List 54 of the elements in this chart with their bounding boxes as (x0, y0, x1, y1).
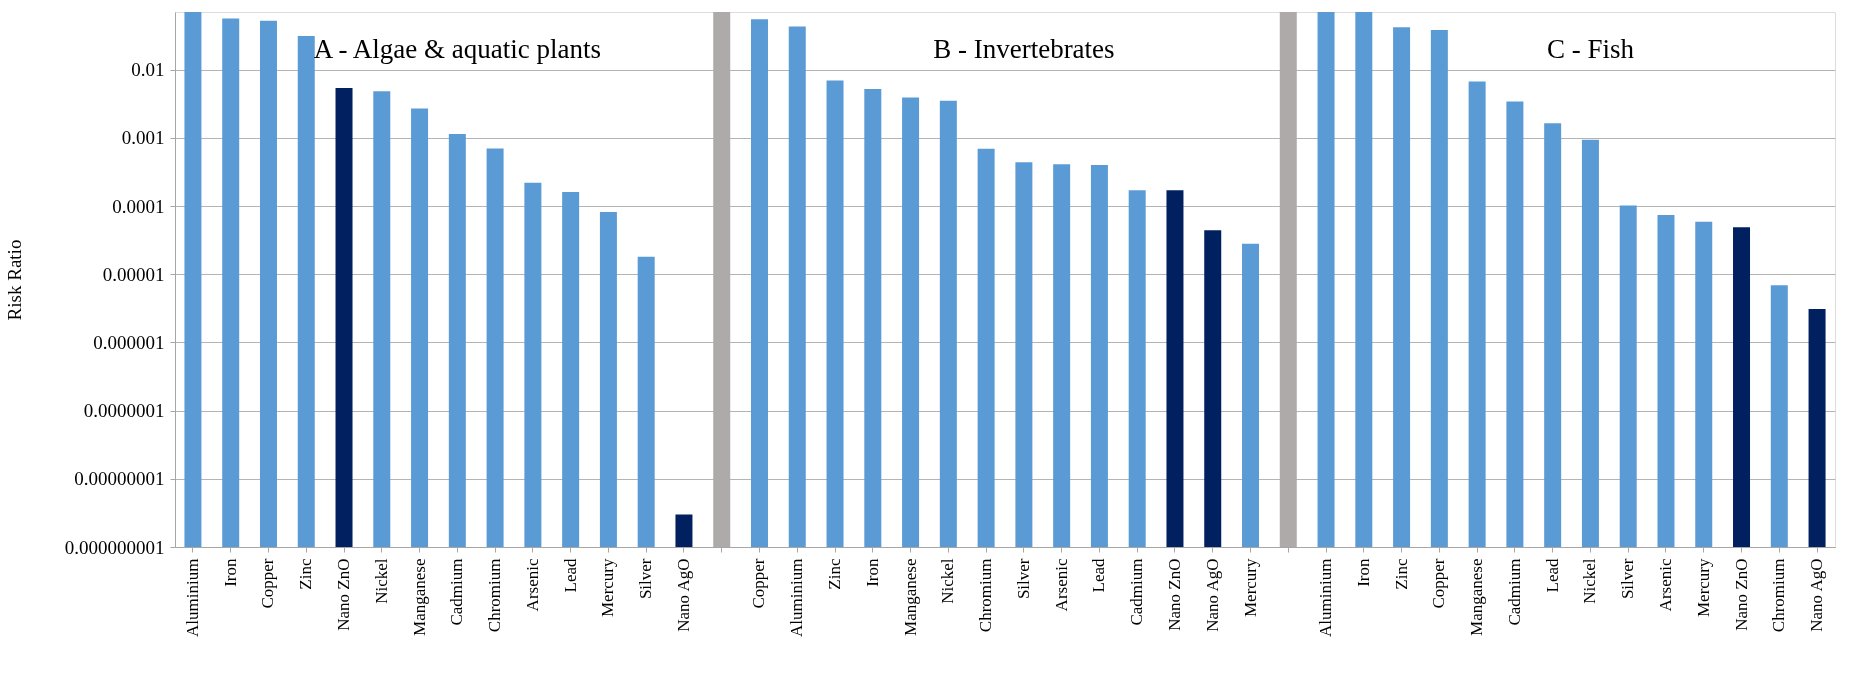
x-tick-label: Cadmium (1504, 558, 1524, 626)
x-tick-label: Lead (1542, 558, 1562, 593)
x-tick-label: Lead (1089, 558, 1109, 593)
x-tick-label: Nano AgO (1807, 558, 1827, 632)
y-tick-label: 0.001 (121, 127, 165, 149)
x-tick-label: Cadmium (1127, 558, 1147, 626)
x-tick-label: Mercury (598, 558, 618, 618)
y-tick-label: 0.000000001 (64, 536, 165, 558)
x-tick-label: Lead (560, 558, 580, 593)
x-tick-label: Iron (862, 558, 882, 587)
x-tick-label: Arsenic (1051, 558, 1071, 612)
x-tick-label: Nickel (1580, 558, 1600, 604)
x-tick-label: Nano ZnO (1731, 558, 1751, 631)
y-tick-label: 0.0001 (112, 195, 165, 217)
y-tick-label: 0.00000001 (74, 468, 165, 490)
x-tick-label: Copper (1429, 558, 1449, 609)
x-tick-label: Chromium (976, 558, 996, 633)
y-tick-label: 0.000001 (93, 331, 165, 353)
y-tick-label: 0.01 (131, 59, 165, 81)
x-tick-label: Nickel (938, 558, 958, 604)
x-tick-label: Manganese (900, 558, 920, 636)
x-tick-label: Zinc (825, 558, 845, 590)
x-tick-label: Copper (258, 558, 278, 609)
annotation: C - Fish (1546, 34, 1635, 64)
x-tick-label: Aluminium (1316, 558, 1336, 637)
x-tick-label: Nano AgO (1202, 558, 1222, 632)
annotation: B - Invertebrates (933, 34, 1115, 64)
x-tick-label: Aluminium (182, 558, 202, 637)
x-tick-label: Iron (220, 558, 240, 587)
y-axis-title: Risk Ratio (3, 239, 25, 321)
x-tick-label: Iron (1353, 558, 1373, 587)
x-tick-label: Mercury (1693, 558, 1713, 618)
x-tick-label: Copper (749, 558, 769, 609)
x-tick-label: Zinc (1391, 558, 1411, 590)
x-tick-label: Chromium (485, 558, 505, 633)
x-tick-label: Silver (1618, 558, 1638, 600)
x-tick-label: Chromium (1769, 558, 1789, 633)
x-tick-label: Manganese (409, 558, 429, 636)
x-tick-label: Nickel (371, 558, 391, 604)
y-tick-label: 0.00001 (102, 263, 165, 285)
x-tick-label: Aluminium (787, 558, 807, 637)
x-tick-label: Arsenic (522, 558, 542, 612)
x-tick-label: Cadmium (447, 558, 467, 626)
x-tick-label: Silver (1013, 558, 1033, 600)
x-tick-label: Nano ZnO (334, 558, 354, 631)
annotation: A - Algae & aquatic plants (313, 34, 601, 64)
x-tick-label: Arsenic (1655, 558, 1675, 612)
x-tick-label: Silver (636, 558, 656, 600)
x-tick-label: Mercury (1240, 558, 1260, 618)
x-tick-label: Nano AgO (673, 558, 693, 632)
x-tick-label: Nano ZnO (1164, 558, 1184, 631)
x-tick-label: Manganese (1467, 558, 1487, 636)
x-tick-label: Zinc (296, 558, 316, 590)
y-tick-label: 0.0000001 (83, 400, 165, 422)
